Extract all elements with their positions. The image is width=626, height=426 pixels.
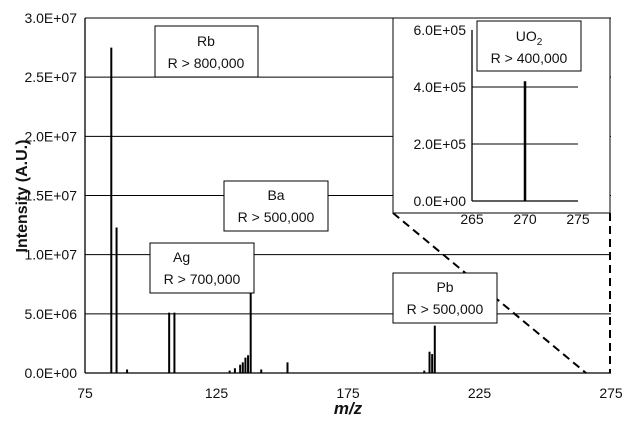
annotation-uo2-detail: R > 400,000 <box>491 50 568 66</box>
inset-y-tick-labels: 0.0E+00 2.0E+05 4.0E+05 6.0E+05 <box>413 22 466 209</box>
annotation-uo2-label: UO2 <box>516 28 543 48</box>
annotation-rb: Rb R > 800,000 <box>154 25 259 78</box>
y-tick-label: 2.5E+07 <box>24 69 77 85</box>
y-tick-label: 5.0E+06 <box>24 306 77 322</box>
annotation-ba: Ba R > 500,000 <box>223 180 329 232</box>
annotation-uo2-subscript: 2 <box>537 37 543 48</box>
annotation-ag-detail: R > 700,000 <box>164 271 241 287</box>
y-tick-label: 1.5E+07 <box>24 188 77 204</box>
inset-x-tick-label: 265 <box>460 211 484 227</box>
annotation-ag: Ag R > 700,000 <box>149 242 255 294</box>
y-tick-label: 1.0E+07 <box>24 247 77 263</box>
x-tick-labels: 75 125 175 225 275 <box>77 385 623 401</box>
annotation-uo2-main: UO <box>516 28 537 44</box>
annotation-pb-detail: R > 500,000 <box>407 301 484 317</box>
inset-chart: 0.0E+00 2.0E+05 4.0E+05 6.0E+05 265 270 275 U… <box>392 17 611 227</box>
x-tick-label: 225 <box>468 385 492 401</box>
y-axis-label: Intensity (A.U.) <box>14 140 31 253</box>
annotation-ba-label: Ba <box>267 187 284 203</box>
x-axis-label: m/z <box>334 399 363 418</box>
y-tick-labels: 0.0E+00 5.0E+06 1.0E+07 1.5E+07 2.0E+07 2.5E+… <box>24 10 77 381</box>
x-tick-label: 75 <box>77 385 93 401</box>
inset-x-tick-label: 275 <box>566 211 590 227</box>
inset-y-tick-label: 4.0E+05 <box>413 79 466 95</box>
inset-y-tick-label: 2.0E+05 <box>413 136 466 152</box>
inset-y-tick-label: 6.0E+05 <box>413 22 466 38</box>
annotation-pb-label: Pb <box>436 279 453 295</box>
annotation-ag-label: Ag <box>173 249 190 265</box>
annotation-rb-label: Rb <box>197 33 215 49</box>
y-tick-label: 3.0E+07 <box>24 10 77 26</box>
inset-x-tick-label: 270 <box>513 211 537 227</box>
annotation-uo2: UO2 R > 400,000 <box>476 20 582 72</box>
x-tick-label: 175 <box>336 385 360 401</box>
y-tick-label: 0.0E+00 <box>24 365 77 381</box>
inset-x-tick-labels: 265 270 275 <box>460 211 590 227</box>
annotation-ba-detail: R > 500,000 <box>238 209 315 225</box>
y-tick-label: 2.0E+07 <box>24 128 77 144</box>
inset-y-tick-label: 0.0E+00 <box>413 193 466 209</box>
annotation-pb: Pb R > 500,000 <box>392 272 498 324</box>
x-tick-label: 125 <box>205 385 229 401</box>
x-tick-label: 275 <box>599 385 623 401</box>
zoom-line-left <box>392 212 587 374</box>
main-axes <box>84 18 611 374</box>
annotation-rb-detail: R > 800,000 <box>168 55 245 71</box>
